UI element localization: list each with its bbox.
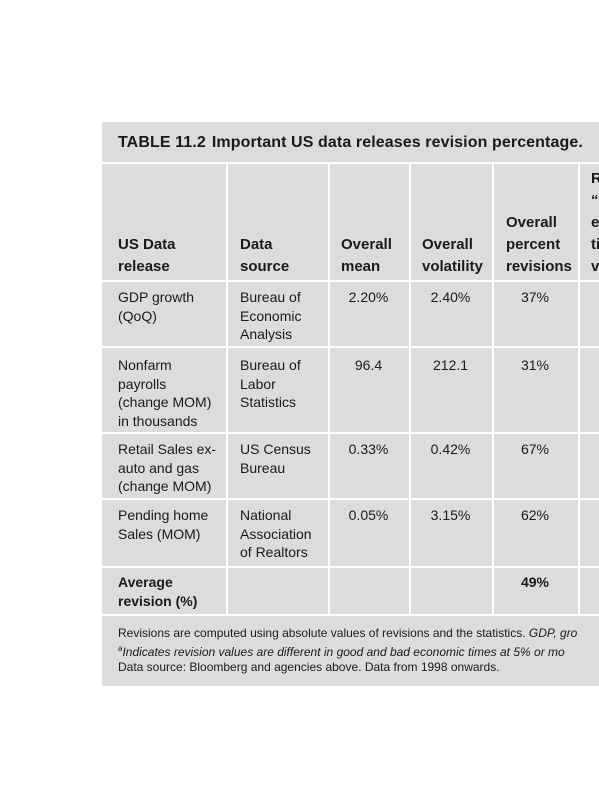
- table-label: TABLE 11.2: [118, 134, 206, 151]
- row-4-mean: 0.05%: [348, 507, 389, 523]
- row-2-source: Bureau of Labor Statistics: [240, 357, 301, 410]
- average-revisions: 49%: [520, 574, 550, 590]
- row-4-volatility: 3.15%: [430, 507, 471, 523]
- rule-row-2: [102, 432, 599, 434]
- header-mean: Overall mean: [341, 236, 392, 275]
- table-title-text: Important US data releases revision perc…: [211, 134, 583, 151]
- rule-row-3: [102, 498, 599, 500]
- header-truncated: R “ e ti v: [591, 170, 599, 275]
- row-3-source: US Census Bureau: [240, 441, 311, 476]
- row-1-volatility: 2.40%: [430, 289, 471, 305]
- row-4-revisions: 62%: [520, 507, 550, 523]
- row-3-volatility: 0.42%: [430, 441, 471, 457]
- col-divider-4: [492, 162, 494, 614]
- row-3-release: Retail Sales ex- auto and gas (change MO…: [118, 441, 217, 494]
- row-1-revisions: 37%: [520, 289, 550, 305]
- note-line-2-italic: Indicates revision values are different …: [122, 645, 565, 659]
- note-line-1: Revisions are computed using absolute va…: [118, 626, 577, 641]
- row-2-volatility: 212.1: [432, 357, 469, 373]
- header-source: Data source: [240, 236, 290, 275]
- header-release: US Data release: [118, 236, 176, 275]
- rule-header-bottom: [102, 280, 599, 282]
- header-revisions: Overall percent revisions: [506, 214, 572, 275]
- row-2-mean: 96.4: [354, 357, 383, 373]
- note-line-2: aIndicates revision values are different…: [118, 641, 577, 660]
- average-label: Average revision (%): [118, 574, 198, 609]
- rule-row-1: [102, 346, 599, 348]
- row-1-source: Bureau of Economic Analysis: [240, 289, 302, 342]
- row-4-source: National Association of Realtors: [240, 507, 312, 560]
- row-1-mean: 2.20%: [348, 289, 389, 305]
- row-3-mean: 0.33%: [348, 441, 389, 457]
- row-2-release: Nonfarm payrolls (change MOM) in thousan…: [118, 357, 212, 429]
- rule-top: [102, 162, 599, 164]
- rule-row-4: [102, 566, 599, 568]
- row-1-release: GDP growth (QoQ): [118, 289, 194, 324]
- note-line-1-italic: GDP, gro: [528, 626, 578, 640]
- rule-bottom: [102, 614, 599, 616]
- col-divider-5: [578, 162, 580, 614]
- note-footnote-marker: a: [118, 644, 123, 653]
- col-divider-1: [226, 162, 228, 614]
- note-line-1-text: Revisions are computed using absolute va…: [118, 626, 529, 640]
- table-panel: TABLE 11.2 Important US data releases rev…: [102, 122, 599, 686]
- table-title: TABLE 11.2 Important US data releases rev…: [118, 134, 583, 152]
- col-divider-3: [409, 162, 411, 614]
- row-3-revisions: 67%: [520, 441, 550, 457]
- note-line-3: Data source: Bloomberg and agencies abov…: [118, 660, 500, 674]
- col-divider-2: [328, 162, 330, 614]
- row-2-revisions: 31%: [520, 357, 550, 373]
- header-volatility: Overall volatility: [422, 236, 483, 275]
- table-notes: Revisions are computed using absolute va…: [118, 626, 577, 675]
- row-4-release: Pending home Sales (MOM): [118, 507, 209, 542]
